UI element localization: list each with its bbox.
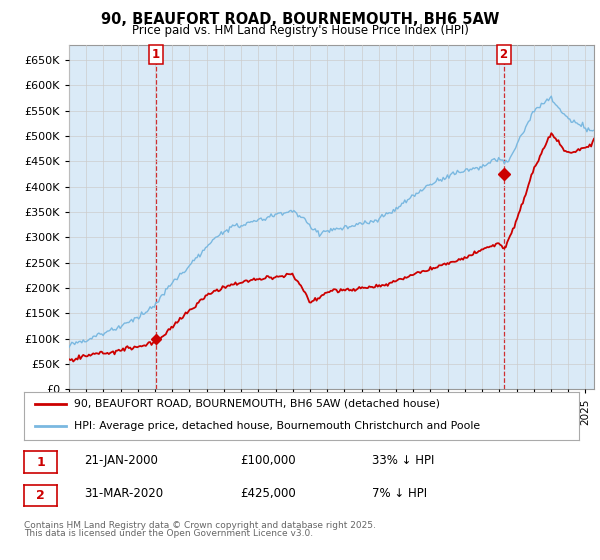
Text: 90, BEAUFORT ROAD, BOURNEMOUTH, BH6 5AW (detached house): 90, BEAUFORT ROAD, BOURNEMOUTH, BH6 5AW … xyxy=(74,399,440,409)
Text: Contains HM Land Registry data © Crown copyright and database right 2025.: Contains HM Land Registry data © Crown c… xyxy=(24,521,376,530)
Text: 21-JAN-2000: 21-JAN-2000 xyxy=(84,454,158,467)
Text: £100,000: £100,000 xyxy=(240,454,296,467)
Text: 33% ↓ HPI: 33% ↓ HPI xyxy=(372,454,434,467)
Text: 1: 1 xyxy=(36,455,45,469)
Text: 31-MAR-2020: 31-MAR-2020 xyxy=(84,487,163,501)
Text: 7% ↓ HPI: 7% ↓ HPI xyxy=(372,487,427,501)
Text: HPI: Average price, detached house, Bournemouth Christchurch and Poole: HPI: Average price, detached house, Bour… xyxy=(74,421,480,431)
Text: 2: 2 xyxy=(500,48,508,60)
Text: 2: 2 xyxy=(36,489,45,502)
Text: Price paid vs. HM Land Registry's House Price Index (HPI): Price paid vs. HM Land Registry's House … xyxy=(131,24,469,37)
Text: 1: 1 xyxy=(152,48,160,60)
Text: 90, BEAUFORT ROAD, BOURNEMOUTH, BH6 5AW: 90, BEAUFORT ROAD, BOURNEMOUTH, BH6 5AW xyxy=(101,12,499,27)
Text: £425,000: £425,000 xyxy=(240,487,296,501)
Text: This data is licensed under the Open Government Licence v3.0.: This data is licensed under the Open Gov… xyxy=(24,530,313,539)
